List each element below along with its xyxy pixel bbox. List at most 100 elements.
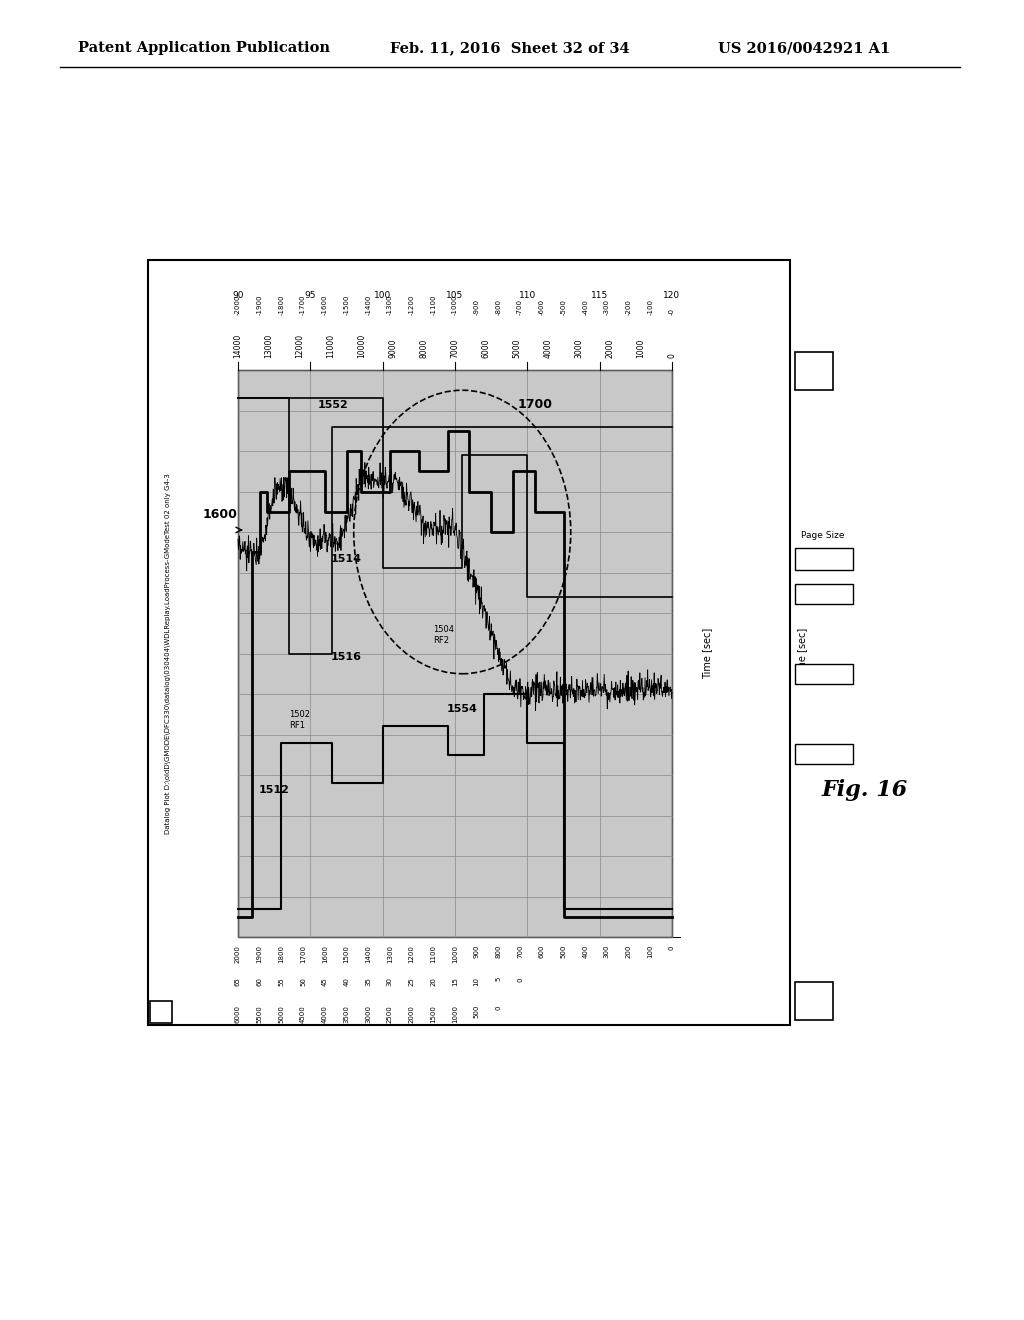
Text: -1100: -1100 [430,294,436,315]
Text: -1500: -1500 [343,294,349,315]
Text: 1700: 1700 [517,397,552,411]
Text: 115: 115 [591,290,608,300]
Text: 50: 50 [300,977,306,986]
Text: 0: 0 [668,354,677,358]
Bar [795,664,853,684]
Text: 9000: 9000 [388,338,397,358]
Text: -1400: -1400 [366,294,371,315]
Text: 0: 0 [517,977,523,982]
Text: 1300: 1300 [387,945,393,964]
Text: Time [sec]: Time [sec] [702,628,712,678]
Text: 2000: 2000 [409,1005,415,1023]
Bar [795,982,833,1020]
Text: 8000: 8000 [420,339,428,358]
Text: 3000: 3000 [574,338,584,358]
Text: 45: 45 [322,977,328,986]
Text: -1000: -1000 [452,294,458,315]
Text: 6000: 6000 [481,338,490,358]
Text: 12000: 12000 [296,334,304,358]
Bar [795,548,853,570]
Text: 1200: 1200 [409,945,415,962]
Text: -1600: -1600 [322,294,328,315]
Text: Time [sec]: Time [sec] [797,628,807,678]
Text: 0: 0 [669,945,675,949]
Text: 1512: 1512 [259,785,290,795]
Text: 20: 20 [430,977,436,986]
Text: Auto Scale: Auto Scale [802,589,847,598]
Bar [795,583,853,603]
Text: -900: -900 [474,300,479,315]
Text: Add X Offset: Add X Offset [798,748,851,758]
Polygon shape [808,355,820,378]
Text: 1500: 1500 [343,945,349,962]
Text: 55: 55 [279,977,285,986]
Text: 0: 0 [496,1005,502,1010]
Text: 1700: 1700 [300,945,306,964]
Text: -1700: -1700 [300,294,306,315]
Text: 1800: 1800 [279,945,285,964]
Text: 30: 30 [387,977,393,986]
Text: -700: -700 [517,300,523,315]
Polygon shape [808,985,820,1016]
Text: 100: 100 [374,290,391,300]
Text: 6000: 6000 [234,1005,241,1023]
Text: 600: 600 [539,945,545,958]
Text: 1600: 1600 [322,945,328,964]
Text: -200: -200 [626,300,632,315]
Text: Fig. 16: Fig. 16 [822,779,908,801]
Text: 60: 60 [257,977,263,986]
Text: 65: 65 [234,977,241,986]
Text: 10000: 10000 [357,334,367,358]
Text: 1554: 1554 [446,705,477,714]
Text: 30.00: 30.00 [808,554,840,564]
Text: 200: 200 [626,945,632,958]
Text: -500: -500 [560,300,566,315]
Text: 1516: 1516 [331,652,362,661]
Text: 5: 5 [496,977,502,981]
Text: 500: 500 [560,945,566,958]
Text: -2000: -2000 [234,294,241,315]
Text: 90: 90 [232,290,244,300]
Text: 1000: 1000 [452,945,458,964]
Text: 1900: 1900 [257,945,263,964]
Bar [795,352,833,389]
Text: 14000: 14000 [233,334,243,358]
Text: 1514: 1514 [331,554,362,565]
Text: 1552: 1552 [317,400,348,411]
Text: 35: 35 [366,977,371,986]
Text: 1600: 1600 [203,508,238,521]
Text: 110: 110 [519,290,536,300]
Text: 13000: 13000 [264,334,273,358]
Text: 5500: 5500 [257,1005,263,1023]
Text: 95: 95 [304,290,316,300]
Text: 2000: 2000 [234,945,241,962]
Bar [795,743,853,763]
Text: 1000: 1000 [452,1005,458,1023]
Bar [238,370,672,937]
Text: 105: 105 [446,290,464,300]
Text: -300: -300 [604,300,610,315]
Text: -1200: -1200 [409,294,415,315]
Text: Adjust Y Range: Adjust Y Range [795,669,853,678]
Text: 4000: 4000 [544,338,553,358]
Text: 5000: 5000 [279,1005,285,1023]
Text: -400: -400 [583,300,588,315]
Text: 7000: 7000 [451,338,460,358]
Text: -800: -800 [496,300,502,315]
Text: -100: -100 [647,300,653,315]
Text: 500: 500 [474,1005,479,1018]
Text: 4000: 4000 [322,1005,328,1023]
Text: 25: 25 [409,977,415,986]
Text: Datalog Plot D:\oldD\GMODE\DFC330\datalog\030404\WDLReplay.LoadProcess-GModeTest: Datalog Plot D:\oldD\GMODE\DFC330\datalo… [165,473,171,834]
Text: 1500: 1500 [430,1005,436,1023]
Text: US 2016/0042921 A1: US 2016/0042921 A1 [718,41,890,55]
Text: 1400: 1400 [366,945,371,962]
Text: 3500: 3500 [343,1005,349,1023]
Text: 40: 40 [343,977,349,986]
Text: 5000: 5000 [512,338,521,358]
Text: 15: 15 [452,977,458,986]
Text: -0: -0 [669,308,675,315]
Text: -1300: -1300 [387,294,393,315]
Text: 11000: 11000 [327,334,336,358]
Text: 10: 10 [474,977,479,986]
